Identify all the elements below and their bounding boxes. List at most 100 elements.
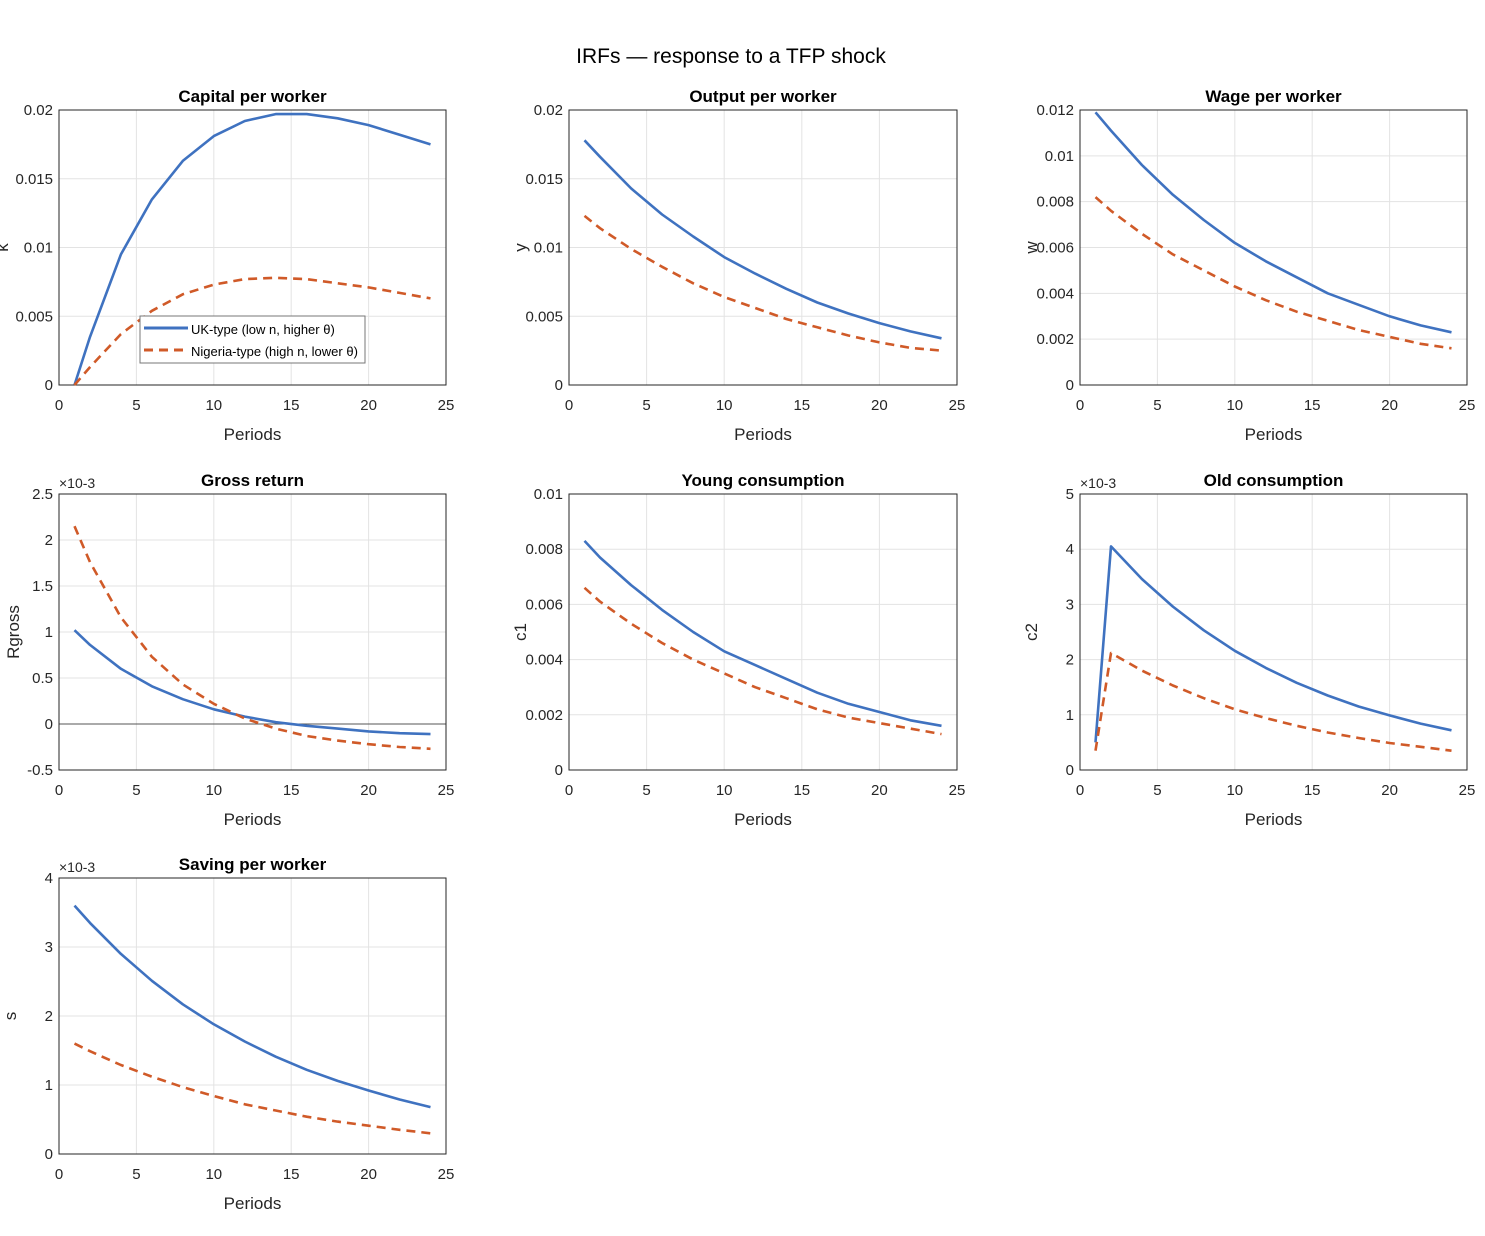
y-tick-label: 4 — [1066, 541, 1074, 558]
x-axis-label: Periods — [224, 425, 282, 444]
x-tick-label: 20 — [360, 1166, 377, 1183]
x-tick-label: 5 — [132, 782, 140, 799]
x-tick-label: 10 — [205, 397, 222, 414]
y-tick-label: 0.006 — [525, 596, 563, 613]
series-line-nigeria — [583, 586, 942, 736]
series-line-nigeria — [73, 1042, 431, 1135]
axes-box — [58, 493, 447, 771]
y-axis-label: c1 — [511, 623, 530, 641]
subplot-c1: 0 5 10 15 20 25 0 0.002 0.004 0.006 0.008 0.01 Young… — [511, 471, 965, 829]
x-tick-label: 25 — [438, 1166, 455, 1183]
y-tick-label: 0 — [1066, 377, 1074, 394]
x-tick-label: 0 — [55, 397, 63, 414]
x-tick-label: 25 — [1459, 782, 1476, 799]
x-tick-label: 0 — [55, 1166, 63, 1183]
subplot-title: Wage per worker — [1205, 87, 1342, 106]
y-tick-label: 3 — [45, 939, 53, 956]
y-tick-label: 4 — [45, 870, 53, 887]
x-axis-label: Periods — [224, 1194, 282, 1213]
x-tick-label: 5 — [132, 1166, 140, 1183]
subplot-title: Capital per worker — [178, 87, 327, 106]
y-tick-label: -0.5 — [27, 762, 53, 779]
x-tick-label: 15 — [283, 1166, 300, 1183]
x-tick-label: 20 — [871, 782, 888, 799]
y-tick-label: 0.02 — [24, 102, 53, 119]
x-tick-label: 10 — [205, 782, 222, 799]
x-tick-label: 15 — [1304, 397, 1321, 414]
legend-label-uk: UK-type (low n, higher θ) — [191, 322, 335, 337]
y-tick-label: 0 — [45, 377, 53, 394]
axes-box — [568, 109, 958, 386]
x-tick-label: 0 — [1076, 397, 1084, 414]
y-tick-label: 0 — [555, 377, 563, 394]
x-axis-label: Periods — [224, 810, 282, 829]
x-axis-label: Periods — [1245, 810, 1303, 829]
series-line-nigeria — [583, 214, 942, 352]
x-tick-label: 15 — [283, 397, 300, 414]
y-tick-label: 2.5 — [32, 486, 53, 503]
x-tick-label: 25 — [1459, 397, 1476, 414]
x-tick-label: 0 — [55, 782, 63, 799]
x-tick-label: 15 — [793, 397, 810, 414]
x-tick-label: 10 — [716, 782, 733, 799]
legend-label-nigeria: Nigeria-type (high n, lower θ) — [191, 344, 358, 359]
y-tick-label: 0.002 — [525, 707, 563, 724]
x-tick-label: 20 — [360, 397, 377, 414]
y-tick-label: 0.02 — [534, 102, 563, 119]
subplot-w: 0 5 10 15 20 25 0 0.002 0.004 0.006 0.008 0.01 0.012… — [1022, 87, 1475, 444]
subplot-title: Young consumption — [681, 471, 844, 490]
subplot-c2: 0 5 10 15 20 25 0 1 2 3 4 5 Old consumption Periods c2… — [1022, 471, 1475, 829]
series-line-nigeria — [73, 525, 431, 751]
series-line-nigeria — [1094, 651, 1452, 752]
plot-area — [1080, 494, 1467, 770]
x-tick-label: 0 — [565, 782, 573, 799]
y-axis-label: w — [1022, 241, 1041, 255]
y-tick-label: 0 — [45, 716, 53, 733]
x-tick-label: 0 — [565, 397, 573, 414]
x-tick-label: 25 — [438, 782, 455, 799]
y-tick-label: 1.5 — [32, 578, 53, 595]
y-tick-label: 0.015 — [525, 171, 563, 188]
y-tick-label: 0 — [555, 762, 563, 779]
x-tick-label: 25 — [438, 397, 455, 414]
x-tick-label: 5 — [1153, 782, 1161, 799]
y-tick-label: 5 — [1066, 486, 1074, 503]
y-tick-label: 0 — [45, 1146, 53, 1163]
y-tick-label: 1 — [45, 1077, 53, 1094]
x-tick-label: 20 — [1381, 782, 1398, 799]
subplot-title: Output per worker — [689, 87, 837, 106]
x-tick-label: 25 — [949, 782, 966, 799]
x-axis-label: Periods — [734, 810, 792, 829]
x-tick-label: 0 — [1076, 782, 1084, 799]
series-line-uk — [73, 629, 431, 736]
series-line-uk — [583, 139, 942, 340]
x-tick-label: 5 — [642, 782, 650, 799]
y-tick-label: 0.012 — [1036, 102, 1074, 119]
x-tick-label: 20 — [1381, 397, 1398, 414]
y-tick-label: 0.015 — [15, 171, 53, 188]
y-tick-label: 2 — [45, 1008, 53, 1025]
y-tick-label: 0.01 — [534, 486, 563, 503]
x-tick-label: 15 — [283, 782, 300, 799]
subplot-s: 0 5 10 15 20 25 0 1 2 3 4 Saving per worker Periods s… — [1, 855, 454, 1213]
y-tick-label: 0.01 — [1045, 148, 1074, 165]
x-tick-label: 15 — [1304, 782, 1321, 799]
x-axis-label: Periods — [1245, 425, 1303, 444]
axes-box — [58, 877, 447, 1155]
series-line-uk — [1094, 545, 1452, 743]
x-axis-label: Periods — [734, 425, 792, 444]
y-tick-label: 1 — [1066, 707, 1074, 724]
axes-box — [1079, 493, 1468, 771]
y-tick-label: 0.006 — [1036, 240, 1074, 257]
x-tick-label: 10 — [205, 1166, 222, 1183]
y-tick-label: 3 — [1066, 596, 1074, 613]
legend-box — [139, 315, 366, 364]
y-tick-label: 0 — [1066, 762, 1074, 779]
series-line-nigeria — [1094, 196, 1452, 350]
y-axis-label: s — [1, 1012, 20, 1021]
series-line-uk — [583, 540, 942, 728]
axes-box — [568, 493, 958, 771]
y-tick-label: 0.008 — [1036, 194, 1074, 211]
